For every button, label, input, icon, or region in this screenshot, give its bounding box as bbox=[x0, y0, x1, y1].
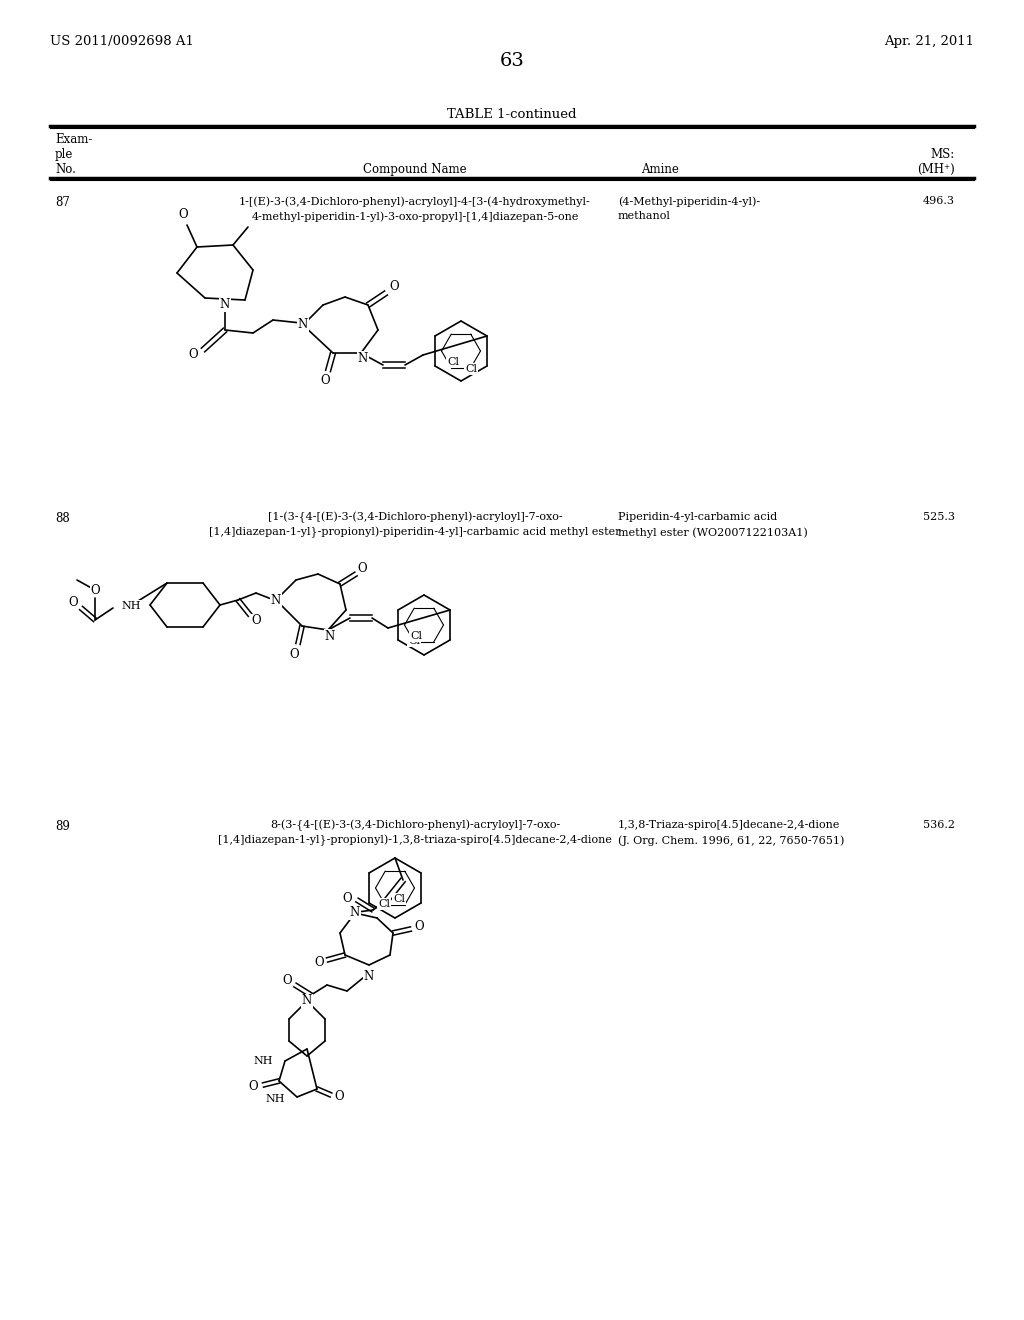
Text: O: O bbox=[90, 583, 99, 597]
Text: O: O bbox=[321, 375, 330, 388]
Text: ple: ple bbox=[55, 148, 74, 161]
Text: 4-methyl-piperidin-1-yl)-3-oxo-propyl]-[1,4]diazepan-5-one: 4-methyl-piperidin-1-yl)-3-oxo-propyl]-[… bbox=[251, 211, 579, 222]
Text: Amine: Amine bbox=[641, 162, 679, 176]
Text: 89: 89 bbox=[55, 820, 70, 833]
Text: N: N bbox=[271, 594, 282, 606]
Text: (J. Org. Chem. 1996, 61, 22, 7650-7651): (J. Org. Chem. 1996, 61, 22, 7650-7651) bbox=[618, 836, 845, 846]
Text: No.: No. bbox=[55, 162, 76, 176]
Text: N: N bbox=[364, 970, 374, 983]
Text: NH: NH bbox=[121, 601, 140, 611]
Text: O: O bbox=[283, 974, 292, 987]
Text: O: O bbox=[334, 1090, 344, 1104]
Text: MS:: MS: bbox=[931, 148, 955, 161]
Text: 63: 63 bbox=[500, 51, 524, 70]
Text: Cl: Cl bbox=[393, 894, 404, 904]
Text: O: O bbox=[69, 595, 78, 609]
Text: O: O bbox=[248, 1081, 258, 1093]
Text: [1,4]diazepan-1-yl}-propionyl)-1,3,8-triaza-spiro[4.5]decane-2,4-dione: [1,4]diazepan-1-yl}-propionyl)-1,3,8-tri… bbox=[218, 836, 612, 846]
Text: N: N bbox=[220, 298, 230, 312]
Text: 1-[(E)-3-(3,4-Dichloro-phenyl)-acryloyl]-4-[3-(4-hydroxymethyl-: 1-[(E)-3-(3,4-Dichloro-phenyl)-acryloyl]… bbox=[240, 195, 591, 206]
Text: N: N bbox=[357, 351, 368, 364]
Text: (4-Methyl-piperidin-4-yl)-: (4-Methyl-piperidin-4-yl)- bbox=[618, 195, 760, 206]
Text: (MH⁺): (MH⁺) bbox=[918, 162, 955, 176]
Text: 8-(3-{4-[(E)-3-(3,4-Dichloro-phenyl)-acryloyl]-7-oxo-: 8-(3-{4-[(E)-3-(3,4-Dichloro-phenyl)-acr… bbox=[270, 820, 560, 832]
Text: NH: NH bbox=[254, 1056, 273, 1067]
Text: O: O bbox=[188, 348, 198, 362]
Text: Cl: Cl bbox=[410, 631, 422, 642]
Text: 496.3: 496.3 bbox=[923, 195, 955, 206]
Text: O: O bbox=[251, 615, 261, 627]
Text: methyl ester (WO2007122103A1): methyl ester (WO2007122103A1) bbox=[618, 527, 808, 537]
Text: Cl: Cl bbox=[465, 364, 477, 374]
Text: Compound Name: Compound Name bbox=[364, 162, 467, 176]
Text: Piperidin-4-yl-carbamic acid: Piperidin-4-yl-carbamic acid bbox=[618, 512, 777, 521]
Text: Cl: Cl bbox=[447, 356, 459, 367]
Text: NH: NH bbox=[265, 1094, 285, 1104]
Text: Cl: Cl bbox=[408, 636, 420, 645]
Text: [1,4]diazepan-1-yl}-propionyl)-piperidin-4-yl]-carbamic acid methyl ester: [1,4]diazepan-1-yl}-propionyl)-piperidin… bbox=[209, 527, 621, 539]
Text: N: N bbox=[298, 318, 308, 331]
Text: O: O bbox=[314, 957, 324, 969]
Text: methanol: methanol bbox=[618, 211, 671, 220]
Text: TABLE 1-continued: TABLE 1-continued bbox=[447, 108, 577, 121]
Text: 1,3,8-Triaza-spiro[4.5]decane-2,4-dione: 1,3,8-Triaza-spiro[4.5]decane-2,4-dione bbox=[618, 820, 841, 830]
Text: [1-(3-{4-[(E)-3-(3,4-Dichloro-phenyl)-acryloyl]-7-oxo-: [1-(3-{4-[(E)-3-(3,4-Dichloro-phenyl)-ac… bbox=[267, 512, 562, 523]
Text: N: N bbox=[325, 630, 335, 643]
Text: 525.3: 525.3 bbox=[923, 512, 955, 521]
Text: Apr. 21, 2011: Apr. 21, 2011 bbox=[884, 36, 974, 48]
Text: 87: 87 bbox=[55, 195, 70, 209]
Text: O: O bbox=[289, 648, 299, 660]
Text: N: N bbox=[302, 994, 312, 1007]
Text: O: O bbox=[342, 891, 352, 904]
Text: Cl: Cl bbox=[378, 899, 390, 909]
Text: N: N bbox=[350, 907, 360, 920]
Text: O: O bbox=[389, 281, 398, 293]
Text: O: O bbox=[357, 561, 367, 574]
Text: Exam-: Exam- bbox=[55, 133, 92, 147]
Text: 88: 88 bbox=[55, 512, 70, 525]
Text: O: O bbox=[414, 920, 424, 933]
Text: 536.2: 536.2 bbox=[923, 820, 955, 830]
Text: US 2011/0092698 A1: US 2011/0092698 A1 bbox=[50, 36, 194, 48]
Text: O: O bbox=[178, 209, 187, 222]
